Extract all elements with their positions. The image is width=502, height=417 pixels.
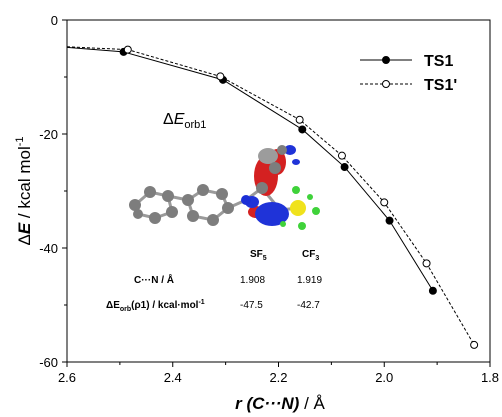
series-line-1 bbox=[66, 46, 475, 346]
table-row1-sf5: 1.908 bbox=[240, 275, 265, 286]
orbital-energy-annotation: ΔEorb1 bbox=[163, 111, 206, 131]
series-1-point-3 bbox=[295, 115, 304, 124]
table-header-cf3: CF3 bbox=[302, 249, 319, 262]
series-1-point-6 bbox=[422, 259, 431, 268]
series-markers bbox=[119, 45, 479, 349]
table-row2-sf5: -47.5 bbox=[240, 300, 263, 311]
table-header-sf5: SF5 bbox=[250, 249, 267, 262]
y-tick-label-0: 0 bbox=[51, 13, 58, 28]
table-row2-label: ΔEorb(ρ1) / kcal·mol-1 bbox=[106, 299, 205, 313]
legend: TS1 TS1' bbox=[360, 53, 457, 94]
x-tick-label-0: 2.6 bbox=[58, 370, 76, 385]
series-0-point-5 bbox=[385, 216, 394, 225]
legend-label-ts1: TS1 bbox=[424, 53, 453, 70]
x-tick-label-1: 2.4 bbox=[164, 370, 182, 385]
series-1-point-4 bbox=[337, 151, 346, 160]
legend-marker-ts1 bbox=[382, 56, 390, 64]
x-axis-title: r (C···N) / Å bbox=[235, 394, 325, 413]
series-0-point-4 bbox=[340, 163, 349, 172]
series-1-point-7 bbox=[470, 340, 479, 349]
table-row1-cf3: 1.919 bbox=[297, 275, 322, 286]
axis-ticks bbox=[62, 19, 491, 367]
series-1-point-1 bbox=[123, 45, 132, 54]
x-tick-label-4: 1.8 bbox=[481, 370, 499, 385]
x-tick-label-3: 2.0 bbox=[375, 370, 393, 385]
axis-tick-labels: 2.6 2.4 2.2 2.0 1.8 0 -20 -40 -60 bbox=[39, 13, 499, 385]
molecule-orbital-illustration bbox=[129, 145, 320, 230]
table-row1-label: C···N / Å bbox=[134, 273, 174, 286]
series-1-point-5 bbox=[380, 198, 389, 207]
y-tick-label-3: -60 bbox=[39, 355, 58, 370]
series-0-point-6 bbox=[428, 286, 437, 295]
series-1-point-2 bbox=[216, 72, 225, 81]
y-tick-label-2: -40 bbox=[39, 241, 58, 256]
y-tick-label-1: -20 bbox=[39, 127, 58, 142]
x-tick-label-2: 2.2 bbox=[269, 370, 287, 385]
inset-table: SF5 CF3 C···N / Å 1.908 1.919 ΔEorb(ρ1) … bbox=[106, 249, 322, 313]
series-0-point-3 bbox=[298, 125, 307, 134]
table-row2-cf3: -42.7 bbox=[297, 300, 320, 311]
series-lines bbox=[66, 46, 475, 346]
legend-marker-ts1-prime bbox=[382, 80, 390, 88]
legend-label-ts1-prime: TS1' bbox=[424, 77, 457, 94]
y-axis-title: ΔE / kcal mol-1 bbox=[14, 136, 34, 245]
